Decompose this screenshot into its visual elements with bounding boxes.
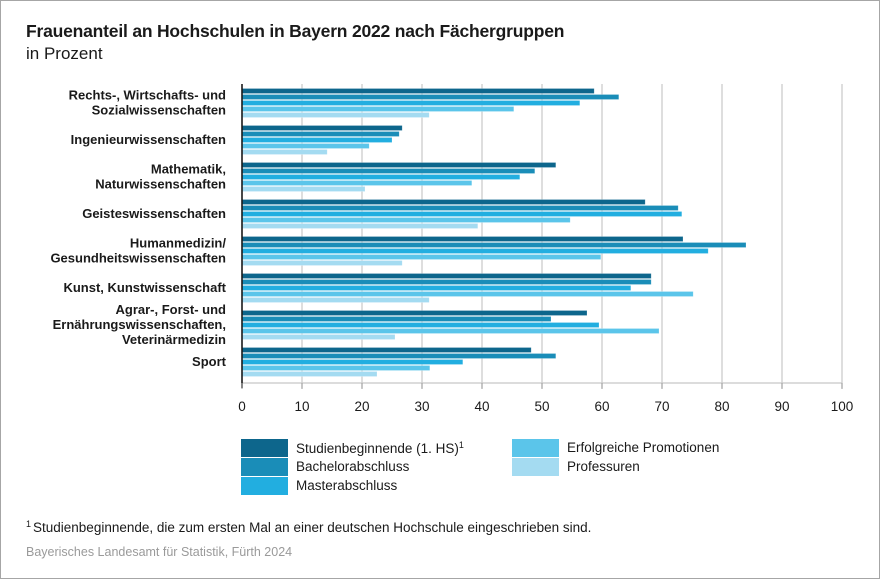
category-label: Ernährungswissenschaften, (53, 317, 226, 332)
category-label: Mathematik, (151, 162, 226, 177)
bar (241, 260, 403, 266)
bar (241, 180, 473, 186)
category-label: Gesundheitswissenschaften (50, 251, 226, 266)
x-tick-label: 80 (714, 399, 729, 414)
bar (241, 94, 620, 100)
footnote-text: Studienbeginnende, die zum ersten Mal an… (33, 520, 592, 535)
bar (241, 273, 652, 279)
bar (241, 125, 403, 131)
legend-label: Studienbeginnende (1. HS)1 (296, 440, 464, 456)
x-tick-label: 0 (238, 399, 246, 414)
bar (241, 199, 646, 205)
bar (241, 137, 393, 143)
category-label: Geisteswissenschaften (82, 206, 226, 221)
bar (241, 223, 479, 229)
bar (241, 211, 683, 217)
bar (241, 131, 400, 137)
legend-swatch (241, 477, 288, 495)
bar (241, 254, 602, 260)
footnote: 1 Studienbeginnende, die zum ersten Mal a… (26, 519, 591, 535)
legend-swatch (241, 458, 288, 476)
bar (241, 365, 431, 371)
category-label: Naturwissenschaften (95, 177, 226, 192)
bar (241, 353, 557, 359)
bar (241, 236, 684, 242)
bar (241, 143, 370, 149)
bar (241, 291, 694, 297)
bar (241, 162, 557, 168)
x-tick-label: 100 (831, 399, 854, 414)
legend-swatch (512, 458, 559, 476)
bar (241, 316, 552, 322)
bar (241, 217, 571, 223)
x-tick-label: 30 (414, 399, 429, 414)
source-note: Bayerisches Landesamt für Statistik, Für… (26, 545, 293, 559)
x-tick-label: 40 (474, 399, 489, 414)
legend-swatch (241, 439, 288, 457)
bar (241, 279, 652, 285)
bar (241, 371, 378, 377)
bar (241, 297, 430, 303)
category-label: Humanmedizin/ (130, 236, 226, 251)
x-tick-label: 10 (294, 399, 309, 414)
x-tick-label: 60 (594, 399, 609, 414)
bar (241, 334, 396, 340)
legend-footnote-marker: 1 (458, 440, 464, 450)
legend-label: Professuren (567, 459, 640, 474)
bar (241, 88, 595, 94)
bar (241, 106, 515, 112)
x-tick-label: 50 (534, 399, 549, 414)
bar (241, 112, 430, 118)
x-tick-label: 70 (654, 399, 669, 414)
bar (241, 205, 679, 211)
bar (241, 174, 521, 180)
bar (241, 248, 709, 254)
bar (241, 168, 536, 174)
bar (241, 149, 328, 155)
category-label: Veterinärmedizin (122, 332, 226, 347)
x-tick-label: 90 (774, 399, 789, 414)
bar (241, 322, 600, 328)
bar (241, 100, 581, 106)
bar (241, 359, 464, 365)
category-label: Kunst, Kunstwissenschaft (63, 280, 226, 295)
bar (241, 328, 660, 334)
category-label: Sport (192, 354, 227, 369)
bar-chart: Rechts-, Wirtschafts- undSozialwissensch… (50, 84, 854, 414)
footnote-marker: 1 (26, 519, 32, 529)
category-label: Agrar-, Forst- und (116, 302, 227, 317)
legend-swatch (512, 439, 559, 457)
bar (241, 242, 747, 248)
chart-subtitle: in Prozent (26, 44, 103, 63)
legend-label: Erfolgreiche Promotionen (567, 440, 720, 455)
bar (241, 347, 532, 353)
bar (241, 186, 366, 192)
category-label: Sozialwissenschaften (92, 103, 226, 118)
category-label: Ingenieurwissenschaften (71, 132, 226, 147)
x-tick-label: 20 (354, 399, 369, 414)
bar (241, 285, 632, 291)
category-label: Rechts-, Wirtschafts- und (69, 88, 226, 103)
chart-title: Frauenanteil an Hochschulen in Bayern 20… (26, 21, 565, 41)
legend-label: Bachelorabschluss (296, 459, 410, 474)
bar (241, 310, 588, 316)
legend-label: Masterabschluss (296, 478, 398, 493)
